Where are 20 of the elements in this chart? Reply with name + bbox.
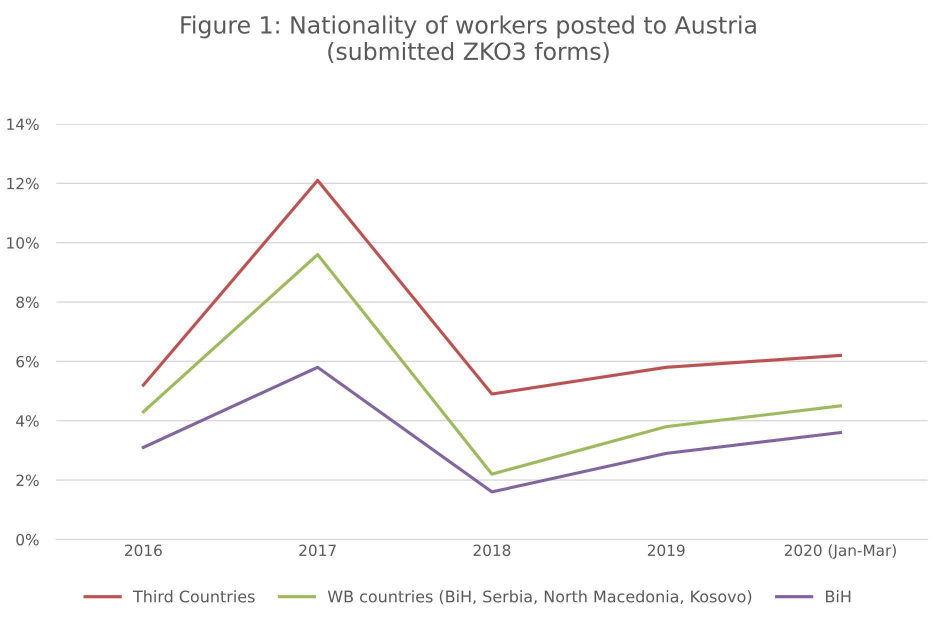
- y-tick-label: 6%: [16, 356, 39, 368]
- x-tick-label: 2020 (Jan-Mar): [784, 544, 896, 559]
- y-tick-label: 2%: [16, 474, 39, 486]
- line-series: [142, 366, 842, 494]
- y-tick-label: 4%: [16, 415, 39, 427]
- legend-label: BiH: [826, 590, 850, 602]
- legend-label: Third Countries: [132, 590, 255, 603]
- chart-title: Figure 1: Nationality of workers posted to Austria (submitted ZKO3 forms): [181, 16, 756, 63]
- x-tick-label: 2018: [474, 544, 510, 556]
- y-tick-label: 0%: [16, 534, 39, 546]
- line-series: [142, 253, 842, 476]
- line-series: [142, 178, 842, 396]
- y-tick-label: 10%: [7, 237, 39, 249]
- y-tick-label: 12%: [7, 178, 39, 190]
- x-tick-label: 2016: [125, 544, 162, 556]
- y-tick-label: 14%: [7, 118, 39, 130]
- x-tick-label: 2017: [299, 544, 336, 556]
- y-tick-label: 8%: [16, 296, 39, 308]
- legend-label: WB countries (BiH, Serbia, North Macedonia, Kosovo): [328, 590, 752, 604]
- x-tick-label: 2019: [648, 544, 685, 556]
